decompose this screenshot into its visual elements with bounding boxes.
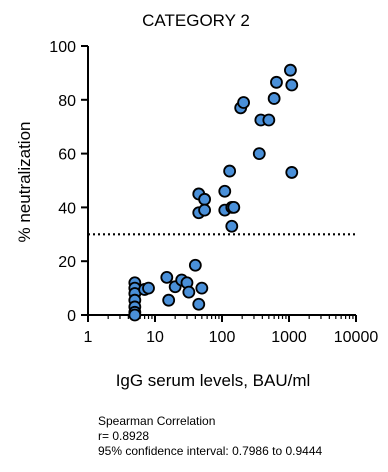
x-axis-label: IgG serum levels, BAU/ml [116,371,311,390]
data-point [198,192,212,206]
data-point [182,285,196,299]
y-tick-label: 60 [58,147,76,164]
stats-confidence-interval: 95% confidence interval: 0.7986 to 0.944… [98,444,323,458]
data-point [142,281,155,295]
x-tick-label: 100 [209,329,236,346]
y-axis-label: % neutralization [15,122,34,243]
data-point [128,308,142,322]
x-tick-label: 10000 [334,329,379,346]
scatter-chart: CATEGORY 2 % neutralization IgG serum le… [15,11,378,390]
data-point [225,219,239,233]
data-point [162,293,176,307]
data-point [223,164,237,178]
data-point [267,92,281,105]
axes: 0 20 40 60 80 100 1 10 100 1000 10000 [49,39,378,346]
chart-title: CATEGORY 2 [142,11,250,30]
data-point [195,281,209,295]
data-point [192,297,206,311]
data-point [218,184,232,198]
data-point [270,75,283,89]
data-point [285,78,299,92]
data-points [128,63,299,322]
x-tick-label: 1000 [271,329,307,346]
data-point [160,270,174,284]
spearman-stats: Spearman Correlation r= 0.8928 95% confi… [98,414,322,459]
data-point [262,113,276,127]
y-tick-label: 20 [58,254,76,271]
data-point [227,200,241,214]
data-point [284,63,297,77]
data-point [188,258,202,272]
stats-r-value: r= 0.8928 [98,429,150,443]
y-tick-label: 100 [49,39,76,56]
x-tick-label: 10 [146,329,164,346]
stats-heading: Spearman Correlation [98,414,216,428]
data-point [237,96,250,109]
y-tick-label: 80 [58,93,76,110]
y-tick-label: 0 [67,308,76,325]
data-point [198,203,212,217]
data-point [252,147,266,161]
data-point [285,166,299,179]
y-tick-label: 40 [58,200,76,217]
x-tick-label: 1 [84,329,93,346]
